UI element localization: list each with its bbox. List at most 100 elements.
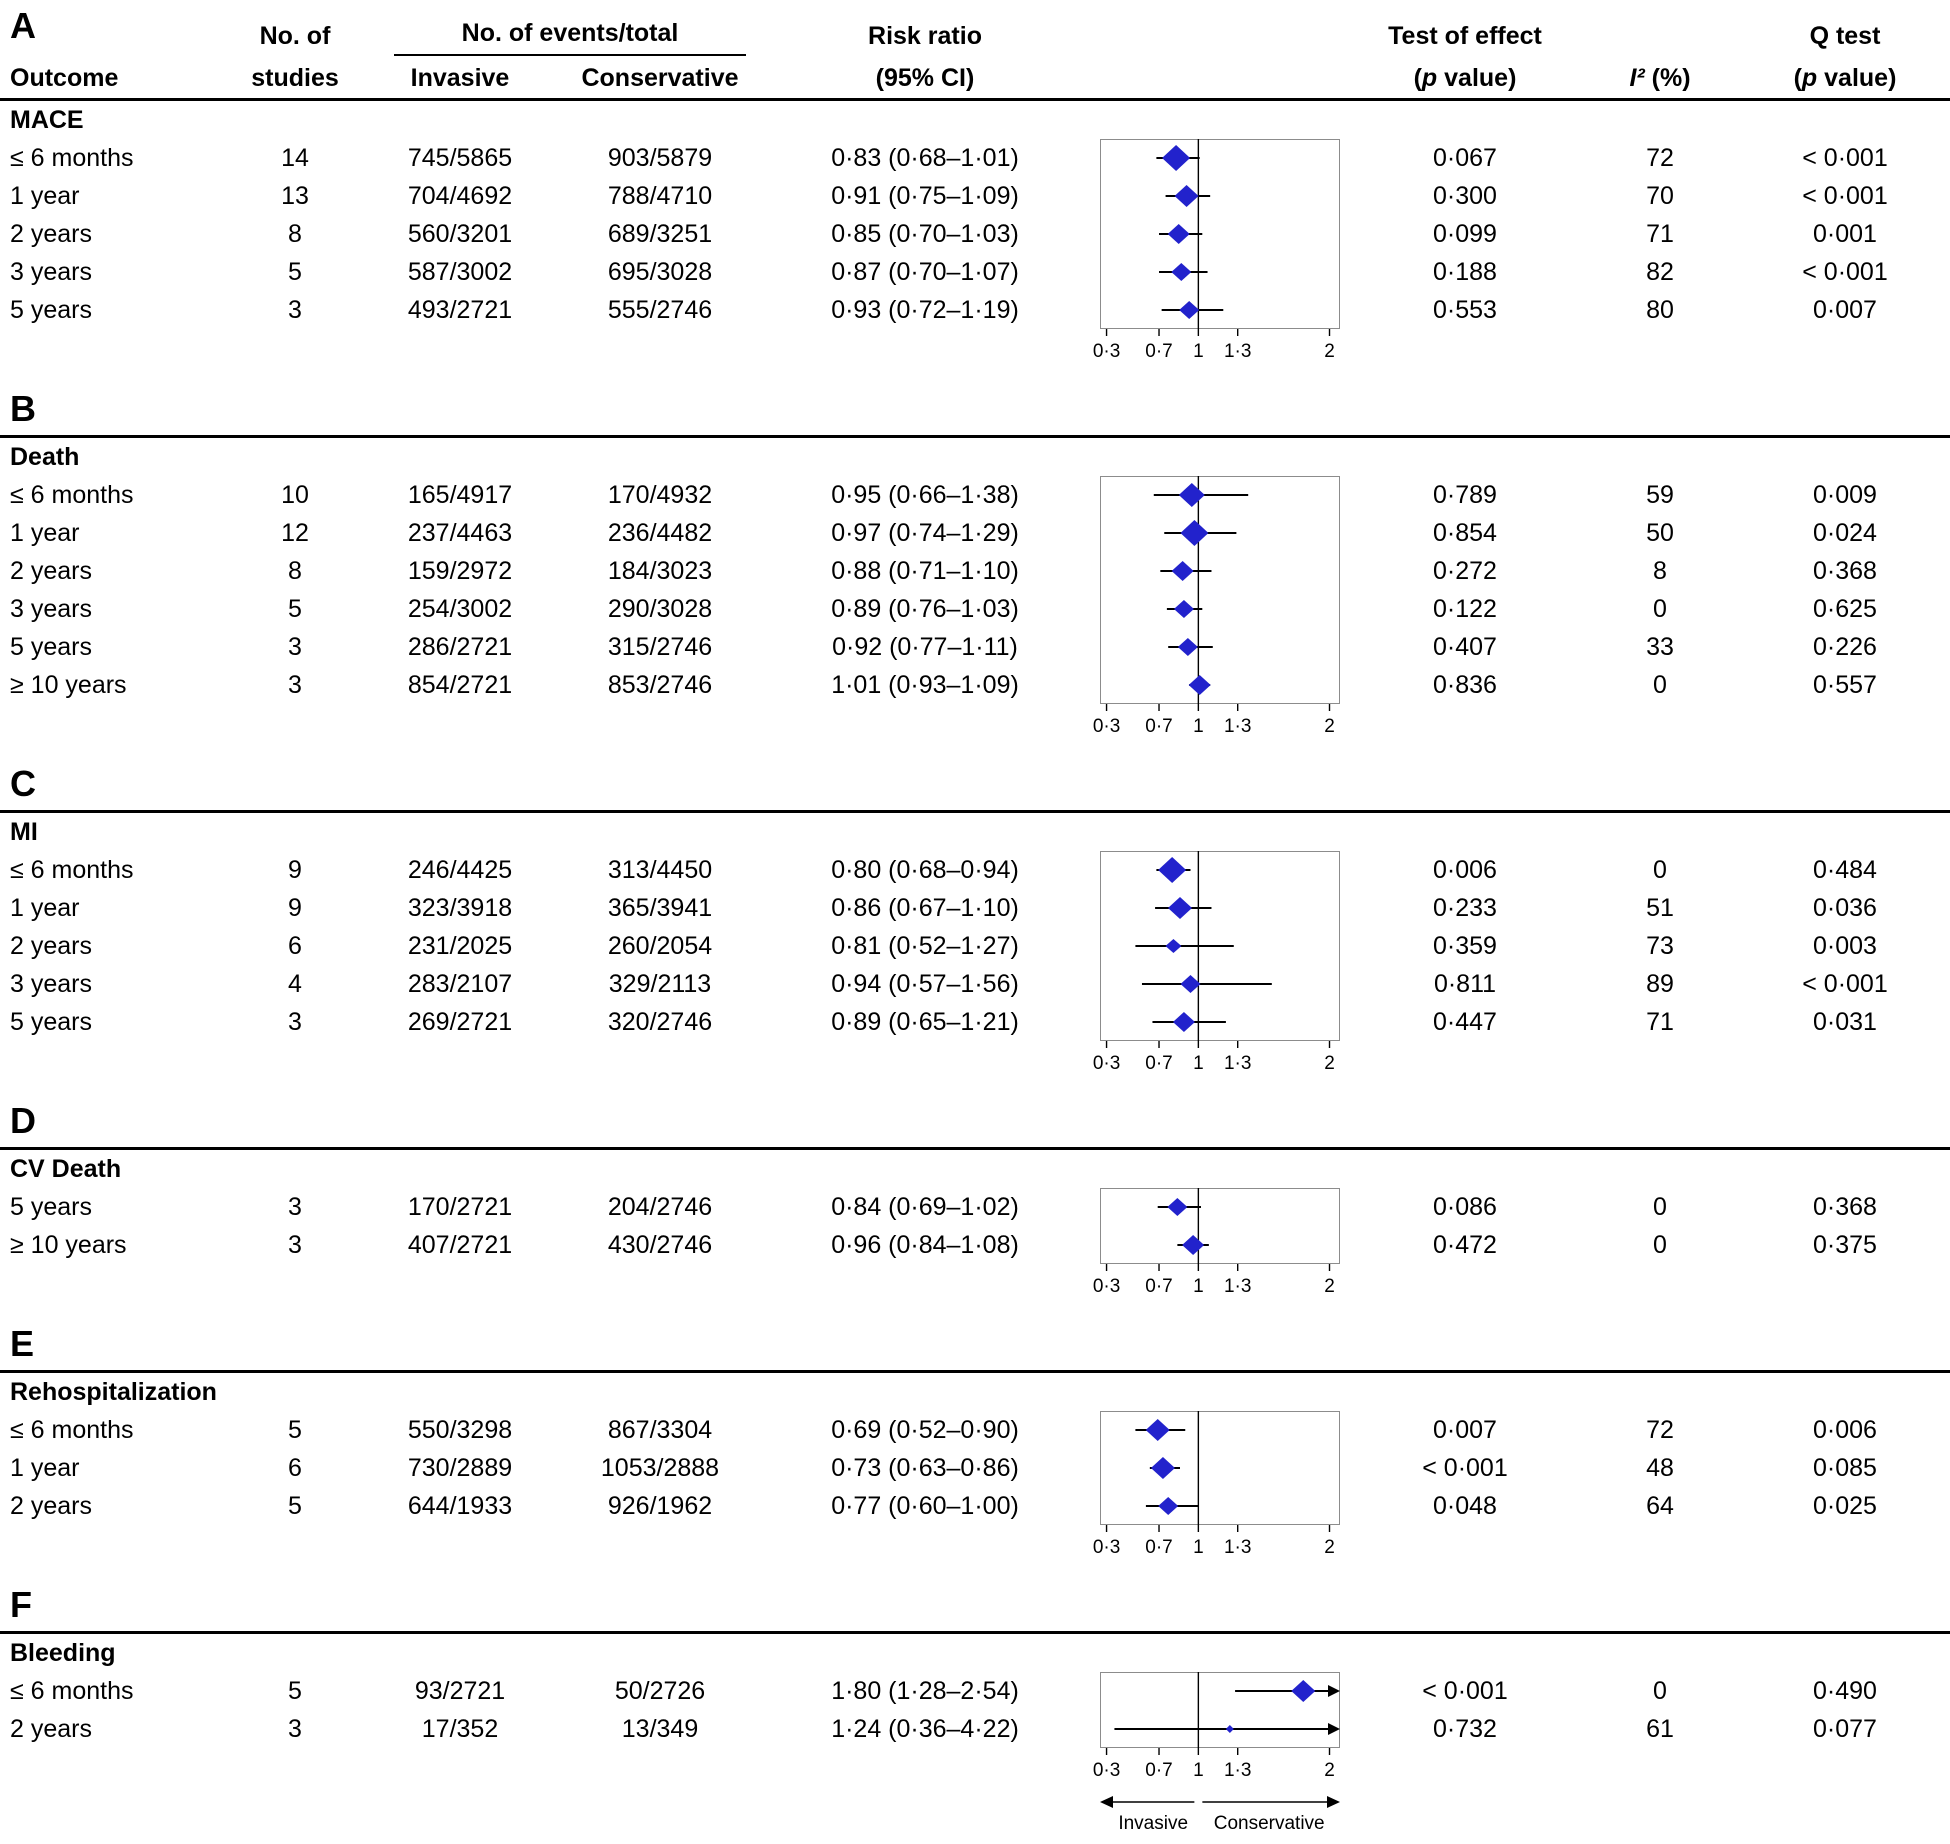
outcome-cell: 2 years — [10, 219, 92, 248]
i2-value: 64 — [1646, 1491, 1674, 1520]
header-risk-ratio: Risk ratio — [868, 22, 982, 50]
qtest-p-value: 0·077 — [1813, 1714, 1877, 1743]
i2-value: 82 — [1646, 257, 1674, 286]
invasive-events: 854/2721 — [407, 670, 513, 699]
diamond-marker — [1291, 1680, 1316, 1702]
panel-E: E Rehospitalization ≤ 6 months 5 550/3298 867… — [0, 1308, 1950, 1569]
axis-tick-label: 0·7 — [1145, 716, 1172, 737]
qtest-p-value: 0·003 — [1813, 931, 1877, 960]
i2-value: 48 — [1646, 1453, 1674, 1482]
diamond-marker — [1158, 1497, 1179, 1515]
invasive-events: 323/3918 — [407, 893, 513, 922]
conservative-events: 365/3941 — [607, 893, 713, 922]
qtest-p-value: 0·007 — [1813, 295, 1877, 324]
conservative-events: 315/2746 — [607, 632, 713, 661]
diamond-marker — [1225, 1725, 1234, 1733]
conservative-events: 788/4710 — [607, 181, 713, 210]
axis-tick-label: 0·3 — [1093, 1276, 1120, 1297]
conservative-events: 236/4482 — [607, 518, 713, 547]
risk-ratio-label: 0·89 (0·76–1·03) — [831, 594, 1019, 623]
outcome-cell: 5 years — [10, 632, 92, 661]
diamond-marker — [1172, 1012, 1195, 1032]
forest-plot: 0·3 0·7 1 1·3 2 — [1093, 476, 1350, 748]
invasive-events: 246/4425 — [407, 855, 513, 884]
axis-tick-label: 0·3 — [1093, 716, 1120, 737]
risk-ratio-label: 0·95 (0·66–1·38) — [831, 480, 1019, 509]
arrow-right-icon — [1328, 1723, 1340, 1735]
panel-letter: E — [10, 1323, 35, 1364]
effect-p-value: 0·553 — [1433, 295, 1497, 324]
axis-tick-label: 0·3 — [1093, 1537, 1120, 1558]
qtest-p-value: 0·009 — [1813, 480, 1877, 509]
qtest-p-value: 0·484 — [1813, 855, 1877, 884]
diamond-marker — [1158, 857, 1187, 883]
plot-box — [1100, 1411, 1340, 1525]
group-label: Death — [10, 442, 80, 471]
diamond-marker — [1167, 224, 1190, 244]
axis-tick-label: 1 — [1193, 1276, 1204, 1297]
studies-count: 3 — [288, 1714, 302, 1743]
qtest-p-value: 0·625 — [1813, 594, 1877, 623]
panel-table: Bleeding ≤ 6 months 5 93/2721 50/2726 1·80 (1… — [0, 1634, 1950, 1844]
header-test-of-effect: Test of effect — [1388, 22, 1542, 50]
risk-ratio-label: 0·83 (0·68–1·01) — [831, 143, 1019, 172]
conservative-events: 320/2746 — [607, 1007, 713, 1036]
effect-p-value: 0·854 — [1433, 518, 1497, 547]
qtest-p-value: 0·368 — [1813, 1192, 1877, 1221]
studies-count: 5 — [288, 257, 302, 286]
diamond-marker — [1171, 263, 1192, 281]
studies-count: 3 — [288, 670, 302, 699]
axis-tick-label: 1·3 — [1224, 1053, 1251, 1074]
studies-count: 14 — [281, 143, 309, 172]
risk-ratio-label: 0·86 (0·67–1·10) — [831, 893, 1019, 922]
qtest-p-value: 0·226 — [1813, 632, 1877, 661]
axis-tick-label: 0·7 — [1145, 1276, 1172, 1297]
risk-ratio-label: 1·24 (0·36–4·22) — [831, 1714, 1019, 1743]
header-i2: I² (%) — [1580, 64, 1740, 98]
studies-count: 10 — [281, 480, 309, 509]
header-no-of: No. of — [259, 22, 331, 50]
forest-plot-svg: 0·3 0·7 1 1·3 2 — [1093, 476, 1340, 737]
i2-value: 71 — [1646, 219, 1674, 248]
i2-value: 80 — [1646, 295, 1674, 324]
conservative-events: 695/3028 — [607, 257, 713, 286]
invasive-events: 283/2107 — [407, 969, 513, 998]
arrow-right-icon — [1327, 1796, 1340, 1808]
outcome-cell: 3 years — [10, 969, 92, 998]
axis-tick-label: 0·3 — [1093, 341, 1120, 362]
invasive-events: 550/3298 — [407, 1415, 513, 1444]
invasive-events: 730/2889 — [407, 1453, 513, 1482]
forest-plot: 0·3 0·7 1 1·3 2 — [1093, 139, 1350, 373]
effect-p-value: 0·099 — [1433, 219, 1497, 248]
conservative-events: 329/2113 — [608, 969, 712, 998]
panel-table: Death ≤ 6 months 10 165/4917 170/4932 0·95 (0… — [0, 438, 1950, 748]
invasive-events: 165/4917 — [407, 480, 513, 509]
qtest-p-value: < 0·001 — [1802, 257, 1888, 286]
plot-box — [1100, 139, 1340, 329]
studies-count: 13 — [281, 181, 309, 210]
risk-ratio-label: 0·88 (0·71–1·10) — [831, 556, 1019, 585]
invasive-events: 745/5865 — [407, 143, 513, 172]
conservative-events: 13/349 — [621, 1714, 699, 1743]
qtest-p-value: 0·557 — [1813, 670, 1877, 699]
panel-letter: C — [10, 763, 36, 804]
conservative-events: 313/4450 — [607, 855, 713, 884]
risk-ratio-label: 1·01 (0·93–1·09) — [831, 670, 1019, 699]
studies-count: 8 — [288, 556, 302, 585]
panel-table: MACE ≤ 6 months 14 745/5865 903/5879 0·83 (0·… — [0, 101, 1950, 373]
i2-value: 0 — [1653, 855, 1667, 884]
effect-p-value: 0·300 — [1433, 181, 1497, 210]
i2-value: 0 — [1653, 1676, 1667, 1705]
effect-p-value: 0·048 — [1433, 1491, 1497, 1520]
axis-tick-label: 0·3 — [1093, 1760, 1120, 1781]
forest-plot-svg: 0·3 0·7 1 1·3 2 Invasive Conservative — [1093, 1672, 1340, 1834]
forest-plot: 0·3 0·7 1 1·3 2 — [1093, 1411, 1350, 1569]
qtest-p-value: < 0·001 — [1802, 181, 1888, 210]
effect-p-value: 0·789 — [1433, 480, 1497, 509]
p-italic: p — [1801, 64, 1818, 92]
section-divider — [0, 435, 1950, 438]
studies-count: 6 — [288, 1453, 302, 1482]
outcome-cell: ≥ 10 years — [10, 670, 127, 699]
i2-value: 50 — [1646, 518, 1674, 547]
diamond-marker — [1165, 939, 1182, 953]
